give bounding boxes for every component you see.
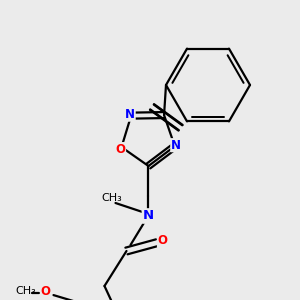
Text: N: N <box>171 139 181 152</box>
Text: N: N <box>125 108 135 121</box>
Text: O: O <box>116 142 125 156</box>
Text: CH₃: CH₃ <box>101 193 122 203</box>
Text: O: O <box>40 285 50 298</box>
Text: CH₃: CH₃ <box>15 286 36 296</box>
Text: N: N <box>143 209 154 223</box>
Text: O: O <box>158 235 167 248</box>
